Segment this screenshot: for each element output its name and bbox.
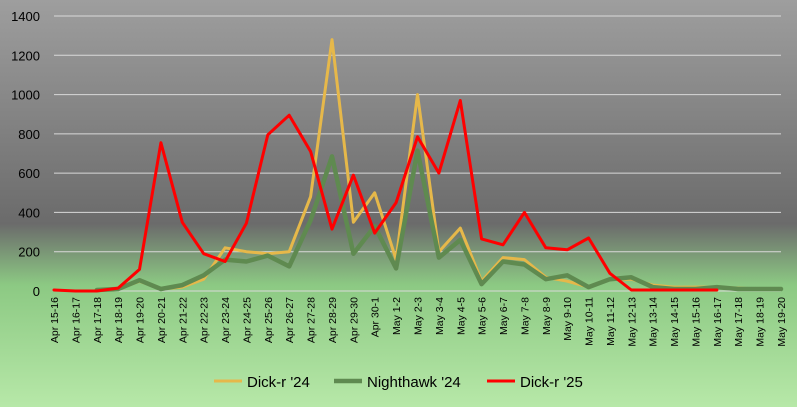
x-tick-label: May 6-7	[498, 297, 510, 335]
x-tick-label: Apr 18-19	[113, 297, 125, 343]
x-tick-label: Apr 29-30	[348, 297, 360, 343]
y-tick-label: 1000	[11, 88, 40, 103]
x-tick-label: May 12-13	[626, 297, 638, 347]
legend-label: Dick-r '24	[247, 374, 310, 391]
legend-label: Nighthawk '24	[367, 374, 461, 391]
x-tick-label: May 5-6	[477, 297, 489, 335]
x-tick-label: May 1-2	[391, 297, 403, 335]
x-tick-label: Apr 16-17	[70, 297, 82, 343]
y-tick-label: 600	[18, 166, 40, 181]
x-tick-label: Apr 26-27	[284, 297, 296, 343]
x-tick-label: May 8-9	[541, 297, 553, 335]
x-tick-label: May 4-5	[455, 297, 467, 335]
x-tick-label: May 9-10	[562, 297, 574, 341]
x-tick-label: Apr 28-29	[327, 297, 339, 343]
legend: Dick-r '24 Nighthawk '24 Dick-r '25	[214, 374, 583, 391]
x-tick-label: May 13-14	[648, 297, 660, 347]
x-tick-label: Apr 22-23	[199, 297, 211, 343]
series-lines	[52, 38, 784, 293]
y-axis-tick-labels: 0 200 400 600 800 1000 1200 1400	[11, 9, 40, 299]
x-tick-label: Apr 20-21	[156, 297, 168, 343]
x-tick-label: Apr 30-1	[370, 297, 382, 337]
x-tick-label: Apr 17-18	[92, 297, 104, 343]
x-tick-label: May 3-4	[434, 297, 446, 335]
y-tick-label: 400	[18, 205, 40, 220]
series-line	[52, 99, 719, 293]
x-tick-label: May 17-18	[733, 297, 745, 347]
x-tick-label: May 15-16	[690, 297, 702, 347]
x-tick-label: May 7-8	[519, 297, 531, 335]
x-tick-label: Apr 21-22	[177, 297, 189, 343]
x-axis-tick-labels: Apr 15-16 Apr 16-17 Apr 17-18 Apr 18-19 Apr …	[49, 297, 788, 347]
legend-label: Dick-r '25	[520, 374, 583, 391]
x-tick-label: May 10-11	[584, 297, 596, 346]
x-tick-label: May 11-12	[605, 297, 617, 346]
y-tick-label: 0	[33, 284, 40, 299]
x-tick-label: Apr 19-20	[135, 297, 147, 343]
y-tick-label: 200	[18, 245, 40, 260]
x-tick-label: Apr 23-24	[220, 297, 232, 343]
series-line	[94, 148, 784, 293]
x-tick-label: May 16-17	[712, 297, 724, 347]
x-tick-label: May 19-20	[776, 297, 788, 347]
x-tick-label: Apr 24-25	[241, 297, 253, 343]
x-tick-label: May 14-15	[669, 297, 681, 347]
x-tick-label: May 18-19	[755, 297, 767, 347]
x-tick-label: Apr 25-26	[263, 297, 275, 343]
y-tick-label: 800	[18, 127, 40, 142]
x-tick-label: Apr 27-28	[306, 297, 318, 343]
y-tick-label: 1200	[11, 48, 40, 63]
y-tick-label: 1400	[11, 9, 40, 24]
x-tick-label: May 2-3	[413, 297, 425, 335]
x-tick-label: Apr 15-16	[49, 297, 61, 343]
